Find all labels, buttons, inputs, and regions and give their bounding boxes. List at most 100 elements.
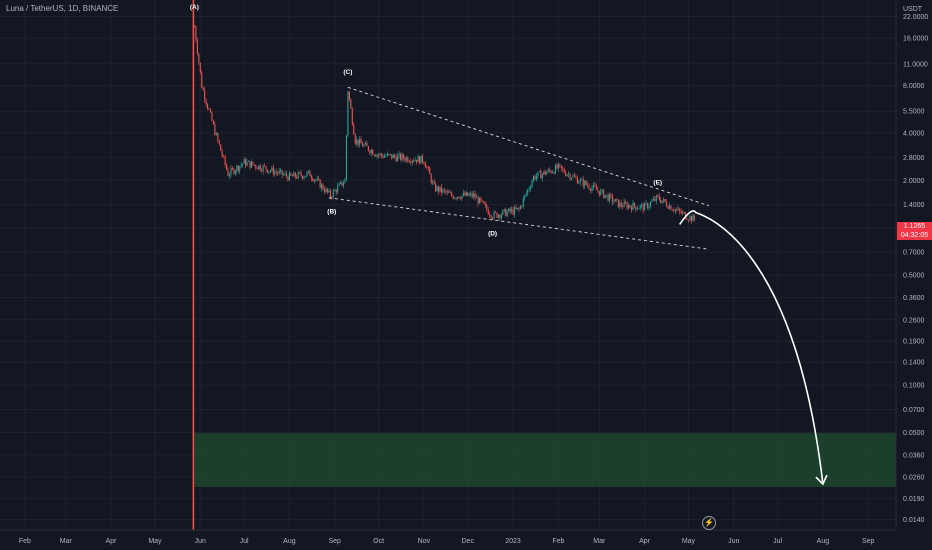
trendline-group[interactable] bbox=[328, 86, 710, 250]
candle-body bbox=[259, 165, 261, 171]
candle-body bbox=[543, 171, 545, 175]
candle-body bbox=[664, 199, 666, 202]
candle-body bbox=[689, 216, 691, 221]
candle-body bbox=[448, 191, 450, 193]
candle-body bbox=[683, 212, 685, 214]
candle-body bbox=[519, 205, 521, 210]
projection-arrow-path[interactable] bbox=[679, 210, 824, 485]
candle-body bbox=[635, 206, 637, 210]
x-tick-label: Dec bbox=[462, 538, 475, 545]
candle-body bbox=[465, 192, 467, 196]
lightning-icon[interactable]: ⚡ bbox=[702, 516, 716, 530]
candle-body bbox=[636, 208, 638, 210]
candlestick-series[interactable] bbox=[193, 24, 695, 225]
candle-body bbox=[420, 155, 422, 164]
candle-body bbox=[442, 189, 444, 193]
candle-body bbox=[445, 190, 447, 193]
candle-body bbox=[391, 154, 393, 159]
x-tick-label: May bbox=[682, 538, 696, 545]
candle-body bbox=[579, 179, 581, 183]
candle-body bbox=[493, 211, 495, 219]
y-tick-label: 0.1900 bbox=[903, 339, 925, 346]
candle-body bbox=[239, 166, 241, 171]
candle-body bbox=[356, 139, 358, 144]
candle-body bbox=[198, 53, 200, 63]
candle-body bbox=[233, 168, 235, 174]
candle-body bbox=[628, 205, 630, 209]
candle-body bbox=[392, 154, 394, 159]
candle-body bbox=[258, 165, 260, 169]
candle-body bbox=[459, 198, 462, 200]
candle-body bbox=[313, 179, 315, 181]
candle-body bbox=[342, 183, 345, 186]
candle-body bbox=[214, 124, 216, 135]
candle-body bbox=[582, 178, 584, 187]
candle-body bbox=[388, 153, 390, 155]
y-tick-label: 0.1400 bbox=[903, 360, 925, 367]
candle-body bbox=[550, 170, 552, 173]
candle-body bbox=[224, 156, 226, 165]
candle-body bbox=[439, 186, 441, 192]
candle-body bbox=[360, 139, 362, 144]
x-axis-ticks[interactable]: Feb Mar Apr May Jun Jul Aug Sep Oct Nov Dec 2023 Feb… bbox=[19, 538, 875, 545]
candle-body bbox=[274, 171, 276, 175]
symbol-title[interactable]: Luna / TetherUS, 1D, BINANCE bbox=[6, 4, 119, 13]
candle-body bbox=[310, 176, 312, 179]
candle-body bbox=[436, 186, 438, 191]
x-tick-label: Apr bbox=[106, 538, 118, 545]
candle-body bbox=[443, 189, 445, 191]
candle-body bbox=[609, 194, 611, 201]
candle-body bbox=[652, 198, 654, 201]
candle-body bbox=[484, 203, 486, 205]
candle-body bbox=[566, 174, 568, 176]
candle-body bbox=[591, 187, 593, 191]
candle-body bbox=[610, 194, 612, 196]
candle-body bbox=[296, 177, 298, 179]
candle-body bbox=[569, 174, 571, 180]
candle-body bbox=[437, 186, 440, 192]
candle-body bbox=[252, 161, 254, 165]
candle-body bbox=[598, 191, 600, 196]
candle-body bbox=[530, 186, 532, 189]
candle-body bbox=[266, 169, 269, 173]
x-tick-label: 2023 bbox=[505, 538, 521, 545]
candle-body bbox=[512, 209, 514, 215]
candle-body bbox=[649, 201, 652, 207]
x-tick-label: Jul bbox=[240, 538, 249, 545]
y-tick-label: 0.0360 bbox=[903, 452, 925, 459]
trendline-lower[interactable] bbox=[328, 197, 709, 250]
candle-body bbox=[457, 196, 459, 199]
candle-body bbox=[682, 212, 684, 214]
candle-body bbox=[418, 156, 421, 164]
candle-body bbox=[299, 172, 301, 174]
candle-body bbox=[588, 185, 590, 189]
candle-body bbox=[304, 175, 307, 177]
candle-body bbox=[424, 163, 426, 168]
candle-body bbox=[353, 124, 355, 135]
y-axis-panel[interactable] bbox=[896, 0, 932, 550]
candle-body bbox=[272, 167, 274, 175]
candle-body bbox=[345, 135, 348, 180]
candle-body bbox=[538, 171, 540, 172]
candle-body bbox=[354, 134, 356, 144]
candle-body bbox=[553, 172, 555, 174]
candle-body bbox=[348, 91, 350, 100]
candle-body bbox=[632, 202, 634, 211]
candle-body bbox=[478, 197, 481, 204]
candle-body bbox=[505, 209, 507, 217]
candle-body bbox=[306, 172, 308, 176]
candle-body bbox=[655, 195, 657, 201]
candle-body bbox=[552, 172, 554, 173]
candle-body bbox=[338, 183, 340, 186]
candle-body bbox=[680, 211, 682, 214]
x-tick-label: Apr bbox=[639, 538, 651, 545]
candle-body bbox=[351, 108, 353, 125]
candle-body bbox=[509, 208, 511, 212]
candle-body bbox=[594, 184, 596, 187]
candle-body bbox=[218, 140, 220, 145]
candle-body bbox=[247, 160, 250, 162]
candle-body bbox=[480, 197, 482, 201]
y-axis-unit: USDT bbox=[903, 6, 923, 13]
y-tick-label: 0.2600 bbox=[903, 317, 925, 324]
